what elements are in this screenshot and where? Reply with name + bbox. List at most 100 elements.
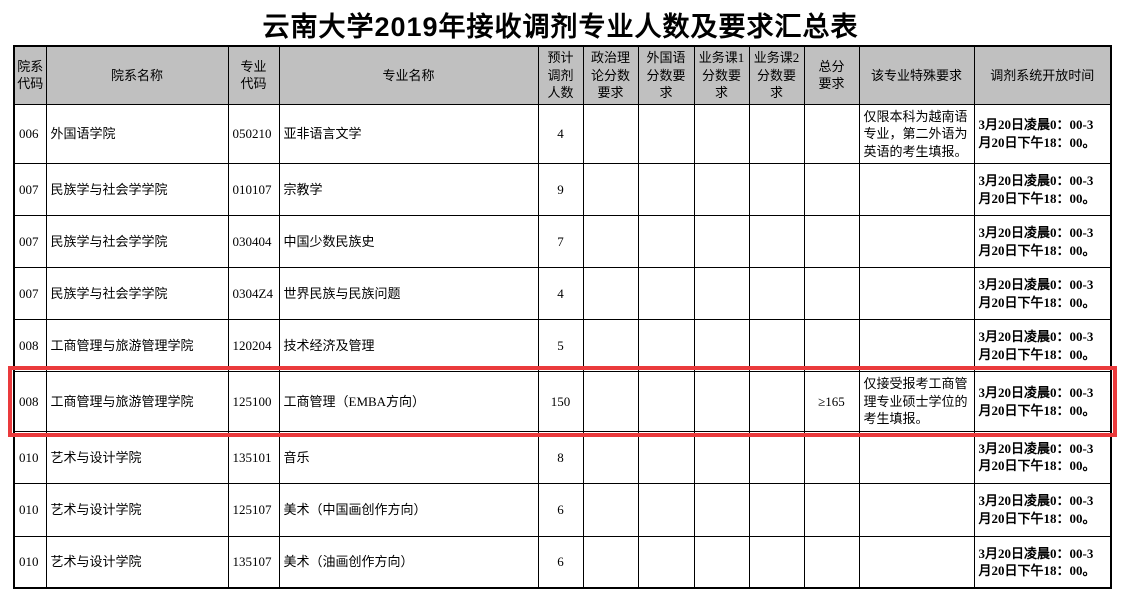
column-header-quota: 预计 调剂 人数 [537,45,584,105]
cell-course1-req [693,371,750,432]
cell-dept-name: 艺术与设计学院 [45,535,229,589]
column-header-total-req: 总分 要求 [803,45,860,105]
cell-quota: 8 [537,430,584,484]
cell-open-time: 3月20日凌晨0：00-3月20日下午18：00。 [973,103,1112,165]
cell-foreign-lang-req [637,267,695,321]
cell-course1-req [693,215,750,269]
cell-open-time: 3月20日凌晨0：00-3月20日下午18：00。 [973,371,1112,432]
cell-dept-name: 艺术与设计学院 [45,482,229,537]
cell-dept-name: 民族学与社会学学院 [45,215,229,269]
cell-total-req: ≥165 [803,371,860,432]
cell-major-name: 中国少数民族史 [278,215,539,269]
cell-total-req [803,319,860,373]
table-header: 院系 代码 院系名称 专业 代码 专业名称 预计 调剂 人数 政治理 论分数 要求 外国语 … [13,45,1112,105]
cell-open-time: 3月20日凌晨0：00-3月20日下午18：00。 [973,267,1112,321]
cell-major-code: 125100 [227,371,280,432]
cell-course2-req [748,482,805,537]
cell-total-req [803,535,860,589]
cell-course2-req [748,267,805,321]
table-body: 006 外国语学院 050210 亚非语言文学 4 仅限本科为越南语专业，第二外语为英语的… [8,103,1117,589]
column-header-major-code: 专业 代码 [227,45,280,105]
cell-politics-req [582,430,639,484]
cell-special-req [858,163,975,217]
cell-course2-req [748,430,805,484]
cell-special-req [858,319,975,373]
column-header-major-name: 专业名称 [278,45,539,105]
column-header-foreign-lang-req: 外国语 分数要 求 [637,45,695,105]
cell-dept-code: 010 [13,430,47,484]
cell-major-name: 宗教学 [278,163,539,217]
cell-major-name: 工商管理（EMBA方向） [278,371,539,432]
column-header-open-time: 调剂系统开放时间 [973,45,1112,105]
cell-quota: 6 [537,535,584,589]
cell-dept-code: 010 [13,482,47,537]
column-header-dept-code: 院系 代码 [13,45,47,105]
cell-total-req [803,430,860,484]
cell-course2-req [748,103,805,165]
page-title: 云南大学2019年接收调剂专业人数及要求汇总表 [262,12,859,42]
cell-course1-req [693,319,750,373]
cell-dept-code: 007 [13,215,47,269]
cell-dept-name: 民族学与社会学学院 [45,163,229,217]
cell-major-code: 030404 [227,215,280,269]
cell-dept-name: 民族学与社会学学院 [45,267,229,321]
header-row: 院系 代码 院系名称 专业 代码 专业名称 预计 调剂 人数 政治理 论分数 要求 外国语 … [13,45,1112,105]
cell-open-time: 3月20日凌晨0：00-3月20日下午18：00。 [973,430,1112,484]
cell-major-code: 135107 [227,535,280,589]
cell-major-name: 美术（中国画创作方向） [278,482,539,537]
cell-politics-req [582,103,639,165]
cell-dept-code: 007 [13,163,47,217]
cell-foreign-lang-req [637,163,695,217]
cell-course1-req [693,163,750,217]
cell-major-code: 0304Z4 [227,267,280,321]
cell-course1-req [693,267,750,321]
cell-special-req: 仅限本科为越南语专业，第二外语为英语的考生填报。 [858,103,975,165]
cell-quota: 150 [537,371,584,432]
column-header-course2-req: 业务课2 分数要 求 [748,45,805,105]
cell-quota: 4 [537,267,584,321]
highlighted-row: 008 工商管理与旅游管理学院 125100 工商管理（EMBA方向） 150 ≥165 仅… [8,365,1117,438]
cell-major-name: 亚非语言文学 [278,103,539,165]
cell-major-code: 120204 [227,319,280,373]
column-header-dept-name: 院系名称 [45,45,229,105]
cell-quota: 4 [537,103,584,165]
cell-dept-name: 工商管理与旅游管理学院 [45,319,229,373]
cell-total-req [803,215,860,269]
cell-course2-req [748,163,805,217]
cell-quota: 5 [537,319,584,373]
cell-open-time: 3月20日凌晨0：00-3月20日下午18：00。 [973,163,1112,217]
cell-special-req: 仅接受报考工商管理专业硕士学位的考生填报。 [858,371,975,432]
table-row: 010 艺术与设计学院 135107 美术（油画创作方向） 6 3月20日凌晨0：00-3… [13,535,1112,589]
cell-open-time: 3月20日凌晨0：00-3月20日下午18：00。 [973,319,1112,373]
cell-major-name: 音乐 [278,430,539,484]
cell-open-time: 3月20日凌晨0：00-3月20日下午18：00。 [973,535,1112,589]
column-header-special-req: 该专业特殊要求 [858,45,975,105]
cell-special-req [858,215,975,269]
cell-course2-req [748,535,805,589]
cell-special-req [858,535,975,589]
cell-major-code: 050210 [227,103,280,165]
table-row: 010 艺术与设计学院 125107 美术（中国画创作方向） 6 3月20日凌晨0：00-… [13,482,1112,537]
cell-politics-req [582,319,639,373]
cell-dept-code: 006 [13,103,47,165]
transfer-summary-table: 院系 代码 院系名称 专业 代码 专业名称 预计 调剂 人数 政治理 论分数 要求 外国语 … [8,45,1117,590]
cell-course2-req [748,215,805,269]
cell-quota: 7 [537,215,584,269]
cell-politics-req [582,215,639,269]
cell-total-req [803,482,860,537]
table-row: 007 民族学与社会学学院 030404 中国少数民族史 7 3月20日凌晨0：00-3月… [13,215,1112,269]
cell-total-req [803,103,860,165]
cell-special-req [858,267,975,321]
table-row: 006 外国语学院 050210 亚非语言文学 4 仅限本科为越南语专业，第二外语为英语的… [13,103,1112,165]
cell-dept-name: 工商管理与旅游管理学院 [45,371,229,432]
cell-foreign-lang-req [637,482,695,537]
cell-foreign-lang-req [637,319,695,373]
table-row: 010 艺术与设计学院 135101 音乐 8 3月20日凌晨0：00-3月20日下午18… [13,430,1112,484]
cell-politics-req [582,267,639,321]
cell-course2-req [748,371,805,432]
cell-course1-req [693,482,750,537]
cell-foreign-lang-req [637,215,695,269]
column-header-politics-req: 政治理 论分数 要求 [582,45,639,105]
cell-foreign-lang-req [637,103,695,165]
cell-total-req [803,267,860,321]
